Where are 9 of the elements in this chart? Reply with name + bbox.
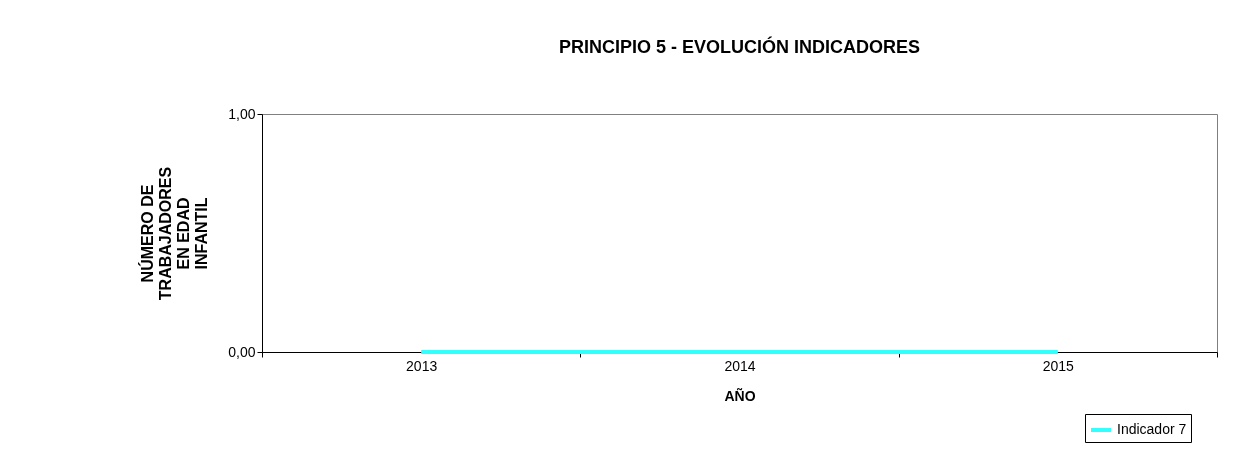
y-axis-title: NÚMERO DE TRABAJADORES EN EDAD INFANTIL xyxy=(138,166,211,301)
x-tick-label: 2013 xyxy=(406,357,438,374)
y-tick-label: 0,00 xyxy=(228,343,256,360)
x-tick-label: 2015 xyxy=(1042,357,1075,374)
legend-label: Indicador 7 xyxy=(1117,421,1187,437)
y-tick-label: 1,00 xyxy=(228,105,256,122)
x-axis-title: AÑO xyxy=(724,386,756,404)
x-tick-label: 2014 xyxy=(724,357,756,374)
chart-title: PRINCIPIO 5 - EVOLUCIÓN INDICADORES xyxy=(558,36,921,57)
